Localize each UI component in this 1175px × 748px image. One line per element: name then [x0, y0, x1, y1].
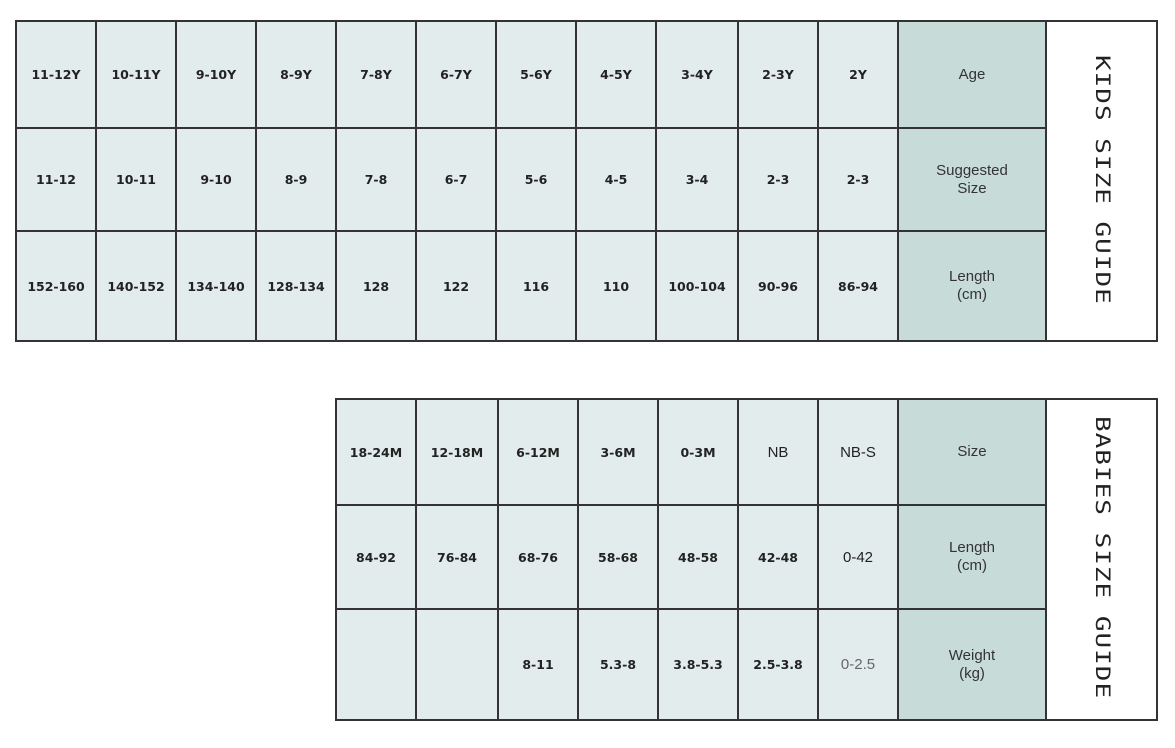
cell: 84-92 — [335, 504, 417, 610]
cell: 86-94 — [817, 230, 899, 342]
kids-row-length: 152-160 140-152 134-140 128-134 128 122 … — [15, 230, 1157, 342]
cell — [335, 608, 417, 721]
kids-row-suggested-size: 11-12 10-11 9-10 8-9 7-8 6-7 5-6 4-5 3-4… — [15, 127, 1157, 232]
cell: 9-10 — [175, 127, 257, 232]
cell: 2-3 — [737, 127, 819, 232]
cell: NB-S — [817, 398, 899, 506]
babies-row-weight: 8-11 5.3-8 3.8-5.3 2.5-3.8 0-2.5 Weight(… — [335, 608, 1157, 721]
cell: 48-58 — [657, 504, 739, 610]
cell: 3-4Y — [655, 20, 739, 129]
cell: 8-11 — [497, 608, 579, 721]
cell: 68-76 — [497, 504, 579, 610]
babies-title: BABIES SIZE GUIDE — [1090, 416, 1113, 700]
cell: 76-84 — [415, 504, 499, 610]
cell: 3-4 — [655, 127, 739, 232]
cell: 3.8-5.3 — [657, 608, 739, 721]
label-line: Suggested — [936, 161, 1008, 179]
row-label-size: Size — [897, 398, 1047, 506]
cell — [415, 608, 499, 721]
kids-row-age: 11-12Y 10-11Y 9-10Y 8-9Y 7-8Y 6-7Y 5-6Y … — [15, 20, 1158, 342]
cell: 2-3 — [817, 127, 899, 232]
cell: 2.5-3.8 — [737, 608, 819, 721]
cell: 6-12M — [497, 398, 579, 506]
cell: 42-48 — [737, 504, 819, 610]
label-line: (cm) — [957, 286, 987, 303]
cell: 110 — [575, 230, 657, 342]
cell: 122 — [415, 230, 497, 342]
cell: 4-5Y — [575, 20, 657, 129]
row-label-weight: Weight (kg) — [897, 608, 1047, 721]
cell: 11-12 — [15, 127, 97, 232]
cell: 10-11Y — [95, 20, 177, 129]
cell: 3-6M — [577, 398, 659, 506]
label-line: Length — [949, 268, 995, 285]
babies-row-size: 18-24M 12-18M 6-12M 3-6M 0-3M NB NB-S Si… — [335, 398, 1158, 721]
cell: 5.3-8 — [577, 608, 659, 721]
row-label-suggested-size: Suggested Size — [897, 127, 1047, 232]
babies-size-guide-table: 18-24M 12-18M 6-12M 3-6M 0-3M NB NB-S Si… — [335, 398, 1158, 721]
label-line: Length — [949, 539, 995, 556]
kids-title-cell: KIDS SIZE GUIDE — [1045, 20, 1158, 342]
babies-title-cell: BABIES SIZE GUIDE — [1045, 398, 1158, 721]
cell: 5-6Y — [495, 20, 577, 129]
label-line: Weight — [948, 646, 996, 664]
label-line: Size — [957, 179, 987, 197]
cell: 128 — [335, 230, 417, 342]
cell: 12-18M — [415, 398, 499, 506]
cell: 4-5 — [575, 127, 657, 232]
cell: 5-6 — [495, 127, 577, 232]
cell: 152-160 — [15, 230, 97, 342]
cell: 2-3Y — [737, 20, 819, 129]
cell: 8-9 — [255, 127, 337, 232]
cell: 140-152 — [95, 230, 177, 342]
cell: 58-68 — [577, 504, 659, 610]
kids-size-guide-table: 11-12Y 10-11Y 9-10Y 8-9Y 7-8Y 6-7Y 5-6Y … — [15, 20, 1158, 342]
cell: 128-134 — [255, 230, 337, 342]
cell: 0-3M — [657, 398, 739, 506]
babies-row-length: 84-92 76-84 68-76 58-68 48-58 42-48 0-42… — [335, 504, 1157, 610]
label-line: (cm) — [957, 557, 987, 574]
label-line: (kg) — [959, 664, 985, 682]
cell: 100-104 — [655, 230, 739, 342]
row-label-length: Length (cm) — [897, 230, 1047, 342]
cell: 0-42 — [817, 504, 899, 610]
cell: 11-12Y — [15, 20, 97, 129]
kids-title: KIDS SIZE GUIDE — [1090, 54, 1113, 305]
cell: 0-2.5 — [817, 608, 899, 721]
cell: 134-140 — [175, 230, 257, 342]
cell: NB — [737, 398, 819, 506]
cell: 10-11 — [95, 127, 177, 232]
cell: 2Y — [817, 20, 899, 129]
cell: 90-96 — [737, 230, 819, 342]
row-label-length: Length (cm) — [897, 504, 1047, 610]
cell: 6-7 — [415, 127, 497, 232]
cell: 9-10Y — [175, 20, 257, 129]
cell: 7-8Y — [335, 20, 417, 129]
cell: 7-8 — [335, 127, 417, 232]
cell: 18-24M — [335, 398, 417, 506]
cell: 8-9Y — [255, 20, 337, 129]
cell: 6-7Y — [415, 20, 497, 129]
row-label-age: Age — [897, 20, 1047, 129]
cell: 116 — [495, 230, 577, 342]
